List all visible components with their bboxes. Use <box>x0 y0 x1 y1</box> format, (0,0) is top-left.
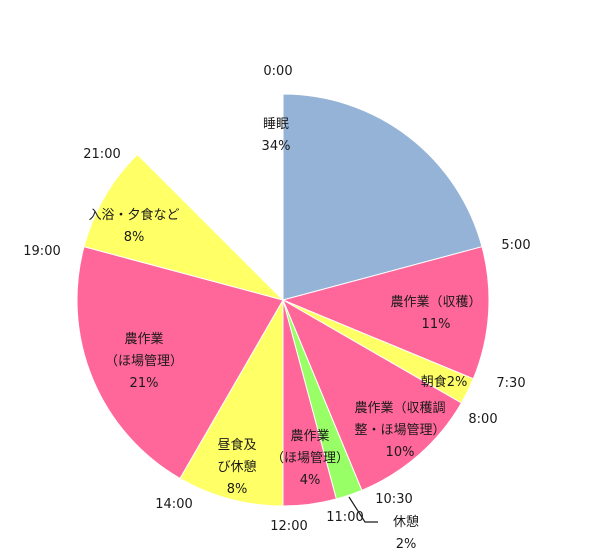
slice-label-0: 睡眠 34% <box>262 117 291 154</box>
time-tick-label: 7:30 <box>496 376 525 391</box>
slice-label-line: 4% <box>300 473 321 488</box>
slice-label-line: 8% <box>124 230 145 245</box>
slice-label-5: 農作業 （ほ場管理） 4% <box>271 428 349 488</box>
slice-label-line: 11% <box>422 317 451 332</box>
pie-slice-6 <box>179 298 284 507</box>
slice-label-line: 農作業（収穫調 <box>354 400 445 416</box>
slice-label-6: 昼食及び休憩 8% <box>217 437 256 497</box>
slice-label-line: 睡眠 <box>263 117 289 132</box>
pie-slice-3 <box>281 298 463 491</box>
slice-label-4: 休憩 2% <box>393 514 419 552</box>
slice-label-line: （ほ場管理） <box>271 451 349 466</box>
time-tick-label: 0:00 <box>263 64 292 79</box>
slice-label-line: 農作業 <box>290 428 329 444</box>
slice-label-8: 入浴・夕食など 8% <box>88 207 179 245</box>
slice-label-line: 入浴・夕食など <box>88 207 179 223</box>
slice-label-line: 8% <box>227 482 248 497</box>
slice-label-line: （ほ場管理） <box>105 354 183 369</box>
slice-label-line: 休憩 <box>393 514 419 530</box>
slice-label-line: 2% <box>396 537 417 552</box>
pie-slice-1 <box>281 246 490 380</box>
slice-label-line: 朝食2% <box>421 374 468 390</box>
time-tick-label: 5:00 <box>501 238 530 253</box>
slice-label-2: 朝食2% <box>421 374 468 390</box>
slice-label-1: 農作業（収穫） 11% <box>390 294 481 332</box>
pie-slice-7 <box>76 246 284 480</box>
time-tick-label: 10:30 <box>375 492 412 507</box>
slice-label-line: 10% <box>386 445 415 460</box>
slice-label-7: 農作業 （ほ場管理） 21% <box>105 331 183 391</box>
slice-label-line: 整・ほ場管理） <box>354 423 445 438</box>
pie-slice-0 <box>282 93 483 301</box>
slice-label-line: 21% <box>130 376 159 391</box>
slice-label-line: 昼食及 <box>217 437 256 453</box>
slice-label-line: 34% <box>262 139 291 154</box>
time-tick-label: 21:00 <box>83 147 120 162</box>
time-tick-label: 14:00 <box>155 497 192 512</box>
time-tick-label: 12:00 <box>270 519 307 534</box>
time-tick-label: 19:00 <box>23 244 60 259</box>
slice-label-3: 農作業（収穫調整・ほ場管理） 10% <box>354 400 445 460</box>
pie-slice-8 <box>83 153 285 301</box>
slice-label-line: 農作業 <box>124 331 163 347</box>
time-tick-label: 8:00 <box>468 412 497 427</box>
time-tick-label: 11:00 <box>326 510 363 525</box>
slice-label-line: び休憩 <box>217 459 256 475</box>
leader-line <box>348 496 378 523</box>
slice-label-line: 農作業（収穫） <box>390 294 481 310</box>
